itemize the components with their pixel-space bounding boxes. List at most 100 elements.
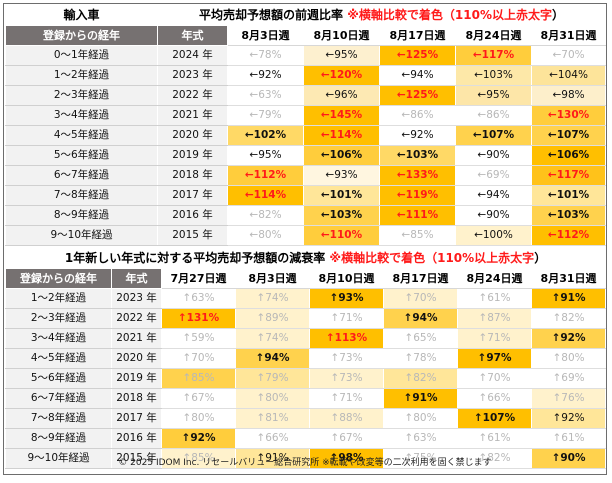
value-cell: ↑85% [161,368,236,389]
value-cell: ←101% [530,185,607,206]
value-cell: ←103% [379,145,456,166]
value-cell: ↑92% [530,408,607,429]
column-header-year: 年式 [157,25,228,46]
value-cell: ↑93% [309,288,384,309]
row-label-elapsed: 0～1年経過 [5,45,158,66]
value-cell: ↑107% [457,408,532,429]
row-label-elapsed: 4～5年経過 [5,348,112,369]
section2-title-red: 赤太字 [498,251,535,265]
row-label-elapsed: 2～3年経過 [5,308,112,329]
row-label-year: 2020 年 [157,125,228,146]
row-label-elapsed: 1～2年経過 [5,65,158,86]
section1-left-title: 輸入車 [5,4,158,26]
row-label-year: 2016 年 [111,428,162,449]
value-cell: ←133% [379,165,456,186]
value-cell: ↑80% [235,388,310,409]
row-label-elapsed: 7～8年経過 [5,408,112,429]
value-cell: ↑67% [161,388,236,409]
column-header-week: 7月27日週 [161,268,236,289]
table-row: 8～9年経過 2016 年 ↑92% ↑66% ↑67% ↑63% ↑61% ↑61% [5,428,607,449]
value-cell: ↑131% [161,308,236,329]
row-label-elapsed: 3～4年経過 [5,328,112,349]
value-cell: ↑90% [530,448,607,469]
column-header-week: 8月31日週 [530,25,607,46]
row-label-year: 2021 年 [157,105,228,126]
row-label-year: 2022 年 [111,308,162,329]
value-cell: ←119% [379,185,456,206]
value-cell: ←70% [530,45,607,66]
value-cell: ←104% [530,65,607,86]
column-header-week: 8月3日週 [227,25,304,46]
value-cell: ↑92% [530,328,607,349]
value-cell: ←107% [530,125,607,146]
column-header-elapsed: 登録からの経年 [5,268,112,289]
value-cell: ←125% [379,85,456,106]
value-cell: ←95% [227,145,304,166]
value-cell: ↑70% [161,348,236,369]
value-cell: ←103% [303,205,380,226]
value-cell: ↑87% [457,308,532,329]
section1-title-main: 平均売却予想額の前週比率 [199,8,344,22]
row-label-elapsed: 6～7年経過 [5,165,158,186]
row-label-elapsed: 8～9年経過 [5,205,158,226]
value-cell: ↑61% [457,288,532,309]
column-header-week: 8月17日週 [379,25,456,46]
value-cell: ←117% [455,45,532,66]
column-header-week: 8月24日週 [457,268,532,289]
value-cell: ←85% [379,225,456,246]
value-cell: ←95% [303,45,380,66]
row-label-year: 2023 年 [157,65,228,86]
value-cell: ←145% [303,105,380,126]
value-cell: ←106% [303,145,380,166]
value-cell: ←86% [379,105,456,126]
section2-title: 1年新しい年式に対する平均売却予想額の減衰率 ※横軸比較で着色（110%以上赤太… [4,247,607,269]
section2-title-close: ） [534,251,547,265]
value-cell: ↑88% [309,408,384,429]
row-label-year: 2015 年 [157,225,228,246]
row-label-year: 2017 年 [111,408,162,429]
table-row: 6～7年経過 2018 年 ↑67% ↑80% ↑71% ↑91% ↑66% ↑76% [5,388,607,409]
value-cell: ←103% [530,205,607,226]
row-label-year: 2016 年 [157,205,228,226]
value-cell: ←102% [227,125,304,146]
value-cell: ↑92% [161,428,236,449]
copyright-footer: © 2025 IDOM Inc. リセールバリュー総合研究所 ※転載や改変等の二… [118,458,492,468]
table-row: 9～10年経過 2015 年 ↑85% ↑91% ↑98% ↑75% ↑82% ↑90% [5,448,607,469]
section2-title-main: 1年新しい年式に対する平均売却予想額の減衰率 [64,251,326,265]
table-frame: 輸入車 平均売却予想額の前週比率 ※横軸比較で着色（110%以上赤太字） 登録か… [3,3,607,475]
value-cell: ↑80% [161,408,236,429]
value-cell: ↑82% [530,308,607,329]
value-cell: ↑79% [235,368,310,389]
table-row: 3～4年経過 2021 年 ←79% ←145% ←86% ←86% ←130% [5,105,607,126]
value-cell: ↑94% [235,348,310,369]
row-label-year: 2022 年 [157,85,228,106]
weekly-ratio-table: 輸入車 平均売却予想額の前週比率 ※横軸比較で着色（110%以上赤太字） 登録か… [5,4,607,246]
decay-rate-table: 1年新しい年式に対する平均売却予想額の減衰率 ※横軸比較で着色（110%以上赤太… [4,247,607,469]
value-cell: ↑98% [309,448,384,469]
value-cell: ↑61% [530,428,607,449]
table-row: 7～8年経過 2017 年 ←114% ←101% ←119% ←94% ←101% [5,185,607,206]
value-cell: ↑74% [235,288,310,309]
value-cell: ←98% [530,85,607,106]
table-row: 2～3年経過 2022 年 ↑131% ↑89% ↑71% ↑94% ↑87% ↑82% [5,308,607,329]
value-cell: ←94% [379,65,456,86]
row-label-year: 2018 年 [111,388,162,409]
value-cell: ↑113% [309,328,384,349]
value-cell: ↑71% [309,308,384,329]
section1-title: 平均売却予想額の前週比率 ※横軸比較で着色（110%以上赤太字） [156,4,607,26]
row-label-elapsed: 9～10年経過 [5,448,112,469]
row-label-elapsed: 5～6年経過 [5,145,158,166]
row-label-elapsed: 1～2年経過 [5,288,112,309]
value-cell: ←107% [455,125,532,146]
section2-header-row: 登録からの経年 年式 7月27日週 8月3日週 8月10日週 8月17日週 8月24日週… [5,268,607,289]
value-cell: ←130% [530,105,607,126]
value-cell: ←96% [303,85,380,106]
value-cell: ←94% [455,185,532,206]
value-cell: ←63% [227,85,304,106]
column-header-week: 8月3日週 [235,268,310,289]
value-cell: ←78% [227,45,304,66]
table-row: 5～6年経過 2019 年 ↑85% ↑79% ↑73% ↑82% ↑70% ↑69% [5,368,607,389]
value-cell: ↑69% [530,368,607,389]
value-cell: ↑76% [530,388,607,409]
value-cell: ←106% [530,145,607,166]
